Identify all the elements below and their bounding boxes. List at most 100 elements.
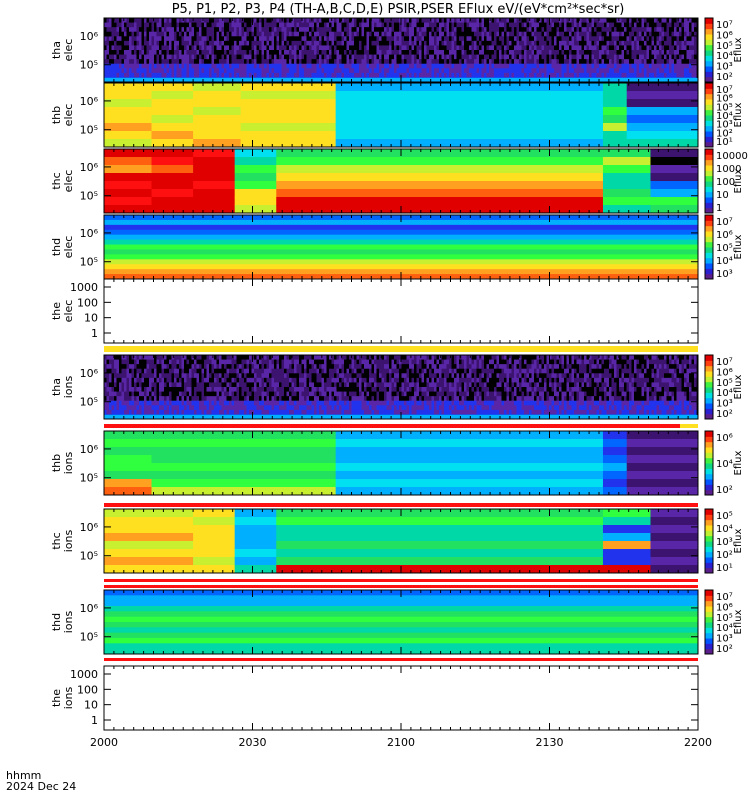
spectrogram-cell xyxy=(354,40,357,46)
spectrogram-cell xyxy=(326,63,330,69)
spectrogram-cell xyxy=(539,27,542,33)
spectrogram-cell xyxy=(401,22,405,28)
spectrogram-cell xyxy=(226,36,230,42)
spectrogram-cell xyxy=(366,22,370,28)
spectrogram-cell xyxy=(606,45,610,51)
spectrogram-cell xyxy=(214,40,217,46)
spectrogram-cell xyxy=(124,400,127,406)
spectrogram-cell xyxy=(656,22,660,28)
spectrogram-cell xyxy=(499,72,502,78)
spectrogram-cell xyxy=(361,22,365,28)
spectrogram-cell xyxy=(414,54,417,60)
spectrogram-cell xyxy=(661,45,665,51)
spectrogram-cell xyxy=(304,22,307,28)
spectrogram-cell xyxy=(206,22,210,28)
spectrogram-cell xyxy=(146,68,150,74)
spectrogram-cell xyxy=(519,54,522,60)
spectrogram-cell xyxy=(134,45,137,51)
spectrogram-cell xyxy=(189,68,192,74)
spectrogram-cell xyxy=(339,27,342,33)
spectrogram-cell xyxy=(449,54,452,60)
spectrogram-cell xyxy=(631,59,635,65)
spectrogram-cell xyxy=(596,54,600,60)
spectrogram-cell xyxy=(279,18,282,24)
spectrogram-cell xyxy=(516,63,520,69)
spectrogram-cell xyxy=(379,68,382,74)
spectrogram-cell xyxy=(534,18,537,24)
spectrogram-cell xyxy=(306,36,310,42)
spectrogram-cell xyxy=(126,382,130,388)
spectrogram-cell xyxy=(316,27,320,33)
colorbar-label: Eflux xyxy=(733,168,744,193)
spectrogram-cell xyxy=(411,27,415,33)
spectrogram-cell xyxy=(321,50,325,56)
spectrogram-cell xyxy=(206,364,210,370)
spectrogram-cell xyxy=(246,31,250,37)
spectrogram-cell xyxy=(179,22,182,28)
spectrogram-cell xyxy=(436,59,440,65)
spectrogram-cell xyxy=(601,50,605,56)
spectrogram-cell xyxy=(294,50,297,56)
spectrogram-cell xyxy=(511,50,515,56)
spectrogram-cell xyxy=(479,72,482,78)
spectrogram-cell xyxy=(239,387,242,393)
spectrogram-cell xyxy=(194,396,197,402)
spectrogram-cell xyxy=(294,45,297,51)
spectrogram-cell xyxy=(564,45,567,51)
spectrogram-cell xyxy=(319,72,322,78)
spectrogram-cell xyxy=(654,50,657,56)
spectrogram-cell xyxy=(144,355,147,361)
spectrogram-cell xyxy=(214,72,217,78)
spectrogram-cell xyxy=(104,68,107,74)
spectrogram-cell xyxy=(229,40,232,46)
spectrogram-cell xyxy=(111,409,115,415)
spectrogram-cell xyxy=(194,355,197,361)
spectrogram-cell xyxy=(394,31,397,37)
spectrogram-cell xyxy=(109,377,112,383)
spectrogram-cell xyxy=(224,45,227,51)
spectrogram-cell xyxy=(306,45,310,51)
spectrogram-cell xyxy=(239,359,242,365)
spectrogram-cell xyxy=(521,18,525,24)
spectrogram-cell xyxy=(196,387,200,393)
spectrogram-cell xyxy=(209,355,212,361)
spectrogram-cell xyxy=(193,205,236,214)
spectrogram-cell xyxy=(431,68,435,74)
spectrogram-cell xyxy=(184,368,187,374)
spectrogram-cell xyxy=(319,22,322,28)
spectrogram-cell xyxy=(671,54,675,60)
spectrogram-cell xyxy=(639,18,642,24)
spectrogram-cell xyxy=(194,50,197,56)
spectrogram-cell xyxy=(456,54,460,60)
spectrogram-cell xyxy=(111,36,115,42)
spectrogram-cell xyxy=(421,36,425,42)
spectrogram-cell xyxy=(116,382,120,388)
spectrogram-cell xyxy=(214,36,217,42)
spectrogram-cell xyxy=(406,27,410,33)
spectrogram-cell xyxy=(374,40,377,46)
spectrogram-cell xyxy=(246,377,250,383)
spectrogram-cell xyxy=(193,139,242,148)
spectrogram-cell xyxy=(331,31,335,37)
spectrogram-cell xyxy=(574,50,577,56)
spectrogram-cell xyxy=(119,63,122,69)
spectrogram-cell xyxy=(359,36,362,42)
spectrogram-cell xyxy=(551,27,555,33)
spectrogram-cell xyxy=(681,63,685,69)
spectrogram-cell xyxy=(414,63,417,69)
spectrogram-cell xyxy=(656,54,660,60)
spectrogram-cell xyxy=(234,45,237,51)
spectrogram-cell xyxy=(171,373,175,379)
spectrogram-cell xyxy=(214,59,217,65)
spectrogram-cell xyxy=(119,40,122,46)
spectrogram-cell xyxy=(479,54,482,60)
spectrogram-cell xyxy=(249,31,252,37)
spectrogram-cell xyxy=(591,31,595,37)
spectrogram-cell xyxy=(501,54,505,60)
colorbar-tick-label: 1 xyxy=(716,203,722,214)
spectrogram-cell xyxy=(269,59,272,65)
spectrogram-cell xyxy=(686,63,690,69)
spectrogram-cell xyxy=(599,31,602,37)
spectrogram-cell xyxy=(464,72,467,78)
spectrogram-cell xyxy=(259,63,262,69)
